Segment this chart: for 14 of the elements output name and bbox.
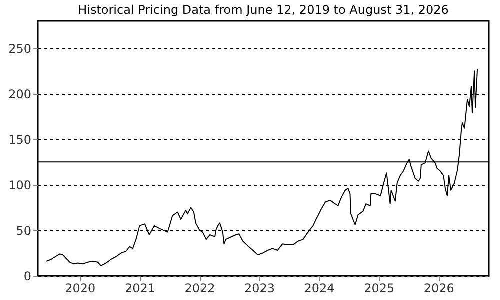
x-tick-label: 2025: [364, 282, 395, 296]
y-tick-label: 250: [8, 42, 32, 56]
y-tick-label: 150: [8, 132, 32, 147]
y-tick-label: 0: [24, 270, 32, 284]
x-tick-label: 2021: [125, 282, 156, 296]
chart-title: Historical Pricing Data from June 12, 2019 to August 31, 2026: [78, 3, 449, 17]
x-tick-label: 2023: [244, 282, 276, 296]
y-tick-label: 50: [16, 224, 32, 238]
x-tick-label: 2026: [424, 282, 454, 296]
x-tick-label: 2024: [304, 282, 335, 296]
x-tick-label: 2022: [184, 282, 216, 296]
y-tick-label: 200: [8, 87, 32, 102]
x-tick-label: 2020: [65, 282, 96, 296]
y-tick-label: 100: [8, 178, 32, 192]
